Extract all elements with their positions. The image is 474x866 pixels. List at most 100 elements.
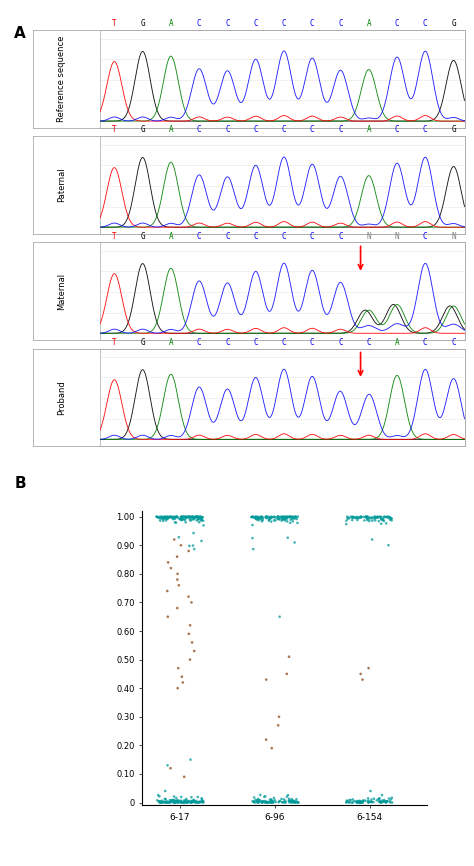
Point (189, 510, 196, 524)
Point (188, 596, 195, 610)
Point (380, 510, 388, 524)
Point (181, 793, 188, 807)
Point (375, 510, 383, 524)
Point (189, 511, 196, 525)
Point (179, 510, 186, 524)
Point (266, 792, 273, 806)
Point (185, 510, 192, 524)
Text: C: C (423, 19, 428, 29)
Point (352, 795, 360, 809)
Point (157, 794, 164, 808)
Point (371, 510, 378, 524)
Point (360, 510, 367, 524)
Point (275, 513, 283, 527)
Point (255, 793, 262, 807)
Point (188, 796, 196, 810)
Point (268, 796, 275, 810)
Point (383, 795, 390, 809)
Point (174, 795, 182, 809)
Point (287, 793, 295, 807)
Point (282, 514, 289, 527)
Point (285, 650, 293, 663)
Point (186, 512, 193, 526)
Point (287, 794, 295, 808)
Point (258, 796, 266, 810)
Point (182, 510, 190, 524)
Point (260, 795, 268, 809)
Point (264, 795, 272, 809)
Point (184, 510, 192, 524)
Point (157, 510, 165, 524)
Point (191, 644, 198, 658)
Point (283, 512, 291, 526)
Point (160, 510, 167, 524)
Point (153, 510, 161, 524)
Point (177, 790, 185, 804)
Point (254, 793, 261, 807)
Point (170, 796, 178, 810)
Point (182, 795, 189, 809)
Point (158, 796, 165, 810)
Point (199, 510, 206, 524)
Point (283, 510, 291, 524)
Point (255, 512, 263, 526)
Point (362, 510, 369, 524)
Text: Maternal: Maternal (57, 273, 66, 310)
Text: C: C (451, 338, 456, 346)
Point (197, 514, 205, 527)
Point (252, 510, 259, 524)
Point (285, 510, 293, 524)
Point (287, 510, 295, 524)
Point (364, 512, 371, 526)
Point (278, 514, 285, 527)
Text: C: C (282, 126, 286, 134)
Point (182, 795, 190, 809)
Point (262, 733, 270, 746)
Point (344, 510, 351, 524)
Point (174, 796, 182, 810)
Point (183, 796, 191, 810)
Point (386, 510, 394, 524)
Point (186, 539, 193, 553)
Point (349, 796, 356, 810)
Point (198, 534, 205, 548)
Point (368, 795, 375, 809)
Text: C: C (225, 126, 230, 134)
Point (365, 792, 372, 805)
Point (161, 792, 169, 806)
Point (259, 511, 267, 525)
Point (180, 510, 188, 524)
Point (155, 788, 162, 802)
Text: C: C (254, 231, 258, 241)
Point (183, 796, 191, 810)
Text: A: A (14, 26, 26, 41)
Point (254, 792, 262, 806)
Point (343, 517, 350, 531)
Point (170, 790, 178, 804)
Point (188, 510, 195, 524)
Point (351, 511, 358, 525)
Point (160, 512, 167, 526)
Text: C: C (338, 338, 343, 346)
Point (171, 533, 178, 546)
Point (157, 796, 165, 810)
Point (355, 796, 363, 810)
Point (189, 511, 196, 525)
Point (180, 796, 187, 810)
Point (371, 512, 379, 526)
Point (387, 512, 395, 526)
Point (367, 795, 374, 809)
Point (165, 795, 173, 809)
Point (372, 510, 379, 524)
Point (173, 572, 181, 586)
Point (367, 511, 374, 525)
Point (167, 510, 174, 524)
Point (286, 510, 293, 524)
Point (262, 796, 269, 810)
Point (386, 796, 394, 810)
Point (192, 510, 200, 524)
Point (168, 510, 176, 524)
Point (375, 514, 383, 528)
Point (250, 511, 258, 525)
Point (174, 662, 182, 675)
